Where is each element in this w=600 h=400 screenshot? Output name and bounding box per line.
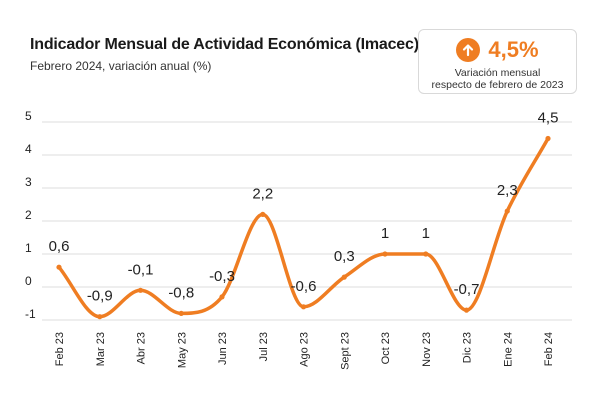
data-label: -0,9 bbox=[87, 288, 113, 305]
x-tick-label: May 23 bbox=[176, 332, 188, 368]
y-tick-label: 5 bbox=[25, 109, 32, 123]
y-axis-ticks: -1 0 1 2 3 4 5 bbox=[25, 109, 36, 321]
chart-title: Indicador Mensual de Actividad Económica… bbox=[30, 36, 419, 53]
data-point bbox=[56, 264, 62, 270]
data-point bbox=[545, 135, 551, 142]
grid-lines bbox=[42, 121, 572, 321]
x-tick-label: Abr 23 bbox=[136, 332, 148, 364]
data-point bbox=[219, 294, 225, 300]
kpi-desc-line2: respecto de febrero de 2023 bbox=[431, 79, 564, 91]
x-tick-label: Jun 23 bbox=[217, 332, 229, 365]
x-tick-label: Ago 23 bbox=[299, 332, 311, 367]
data-point bbox=[178, 310, 184, 316]
y-tick-label: -1 bbox=[25, 307, 36, 321]
arrow-up-icon bbox=[456, 38, 481, 62]
data-label: 1 bbox=[422, 225, 430, 242]
y-tick-label: 1 bbox=[25, 241, 32, 255]
kpi-header: 4,5% bbox=[419, 35, 576, 65]
x-axis-ticks: Feb 23 Mar 23 Abr 23 May 23 Jun 23 Jul 23 Ago … bbox=[54, 332, 555, 370]
data-label: 0,3 bbox=[334, 248, 355, 265]
data-point bbox=[137, 287, 144, 293]
kpi-description: Variación mensual respecto de febrero de… bbox=[419, 67, 576, 91]
y-tick-label: 2 bbox=[25, 208, 32, 222]
x-tick-label: Oct 23 bbox=[380, 332, 392, 364]
x-tick-label: Dic 23 bbox=[462, 332, 474, 363]
data-label: -0,1 bbox=[128, 261, 154, 278]
data-point bbox=[463, 307, 470, 313]
data-label: 0,6 bbox=[49, 238, 70, 255]
data-label: 1 bbox=[381, 225, 389, 242]
y-tick-label: 0 bbox=[25, 274, 32, 288]
data-point bbox=[260, 211, 266, 217]
data-point bbox=[341, 274, 347, 280]
data-point bbox=[504, 208, 510, 214]
data-label: -0,3 bbox=[209, 268, 235, 285]
kpi-value: 4,5% bbox=[488, 37, 539, 62]
y-tick-label: 3 bbox=[25, 175, 32, 189]
kpi-desc-line1: Variación mensual bbox=[454, 67, 541, 79]
kpi-card: 4,5% Variación mensual respecto de febre… bbox=[418, 29, 577, 94]
data-label: 4,5 bbox=[538, 110, 559, 127]
x-tick-label: Ene 24 bbox=[502, 332, 514, 367]
x-tick-label: Feb 24 bbox=[543, 332, 555, 366]
data-label: 2,2 bbox=[252, 185, 273, 202]
data-label: -0,8 bbox=[168, 284, 194, 301]
data-labels: 0,6 -0,9 -0,1 -0,8 -0,3 2,2 -0,6 0,3 1 1 -0,7 2,3 4,… bbox=[49, 110, 559, 305]
x-tick-label: Jul 23 bbox=[258, 332, 270, 361]
x-tick-label: Feb 23 bbox=[54, 332, 66, 366]
data-label: -0,7 bbox=[454, 281, 480, 298]
y-tick-label: 4 bbox=[25, 142, 32, 156]
data-label: 2,3 bbox=[497, 182, 518, 199]
data-point bbox=[382, 251, 388, 257]
x-tick-label: Mar 23 bbox=[95, 332, 107, 366]
chart-subtitle: Febrero 2024, variación anual (%) bbox=[30, 59, 212, 73]
data-label: -0,6 bbox=[291, 278, 317, 295]
data-point bbox=[423, 251, 429, 257]
data-point bbox=[300, 304, 307, 310]
x-tick-label: Nov 23 bbox=[421, 332, 433, 367]
x-tick-label: Sept 23 bbox=[339, 332, 351, 370]
data-points bbox=[56, 135, 551, 320]
data-point bbox=[97, 314, 103, 320]
